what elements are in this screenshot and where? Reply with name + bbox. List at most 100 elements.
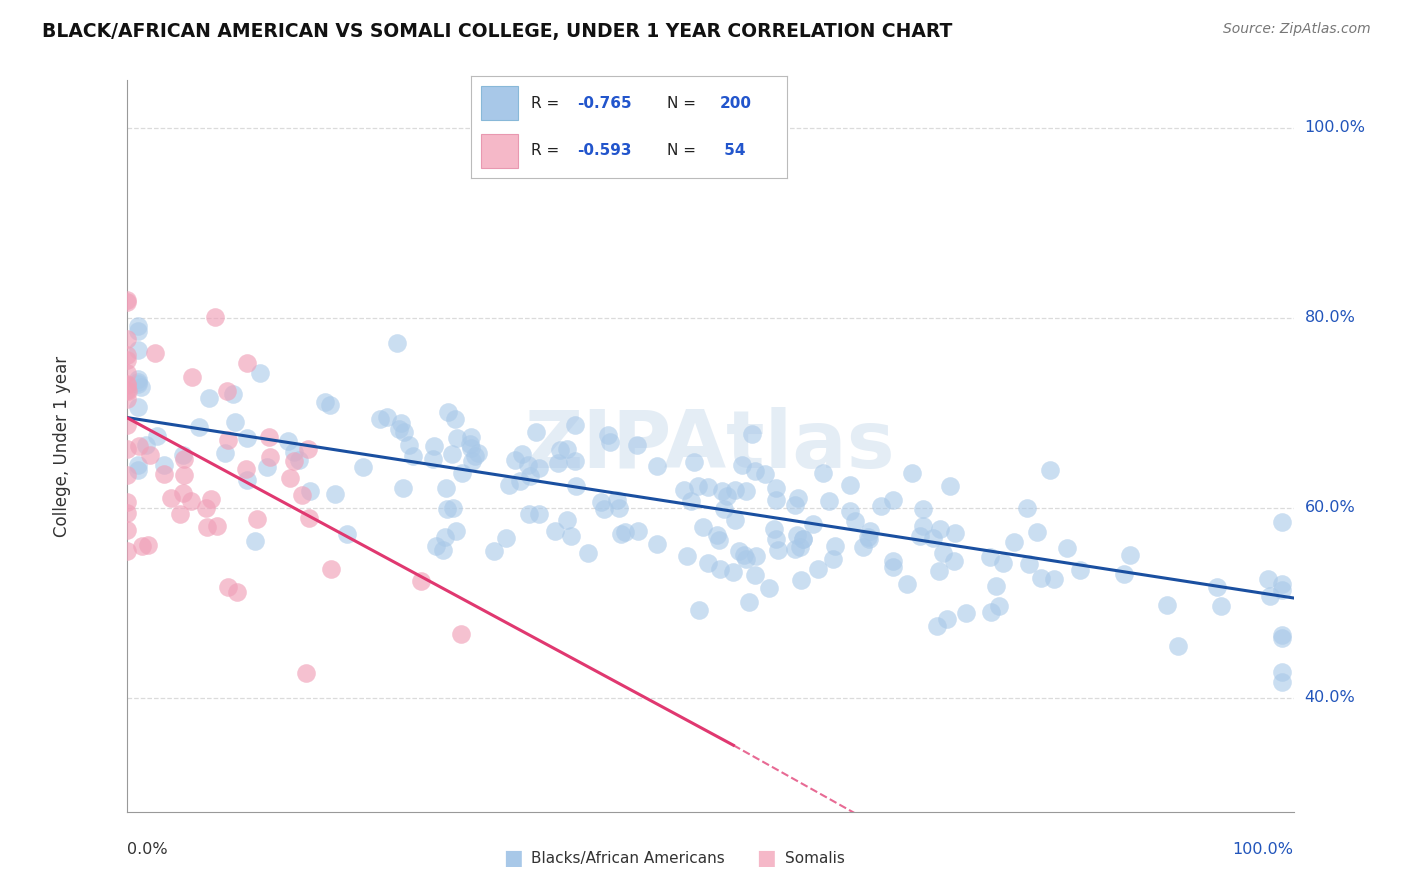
- Point: [610, 526, 633, 541]
- Point: [509, 475, 531, 489]
- Point: [811, 467, 834, 481]
- Text: 200: 200: [720, 95, 751, 111]
- Point: [1026, 524, 1049, 539]
- Point: [115, 377, 138, 392]
- Point: [169, 508, 191, 522]
- Point: [222, 387, 245, 401]
- Point: [688, 479, 710, 493]
- Point: [928, 564, 950, 578]
- Point: [790, 573, 813, 587]
- Point: [172, 485, 194, 500]
- Point: [283, 454, 305, 468]
- Point: [626, 438, 648, 452]
- Point: [437, 404, 460, 418]
- Point: [115, 295, 138, 310]
- Point: [560, 529, 582, 543]
- Point: [527, 460, 550, 475]
- Point: [173, 452, 195, 467]
- Point: [606, 492, 628, 507]
- Point: [598, 428, 620, 442]
- Point: [136, 538, 159, 552]
- Point: [398, 438, 420, 452]
- Point: [524, 425, 547, 439]
- Point: [1029, 571, 1052, 585]
- Point: [117, 384, 139, 398]
- Point: [901, 467, 924, 481]
- Text: 80.0%: 80.0%: [1305, 310, 1355, 326]
- Point: [423, 439, 446, 453]
- Point: [319, 399, 342, 413]
- Point: [744, 568, 766, 582]
- Point: [297, 511, 319, 525]
- Point: [882, 554, 904, 568]
- Point: [555, 513, 578, 527]
- Point: [160, 491, 183, 505]
- Point: [217, 434, 239, 448]
- Point: [127, 375, 149, 389]
- Point: [735, 483, 758, 498]
- Point: [838, 477, 860, 491]
- Point: [1156, 598, 1178, 612]
- Point: [283, 444, 305, 458]
- Point: [692, 520, 714, 534]
- Point: [1015, 500, 1038, 515]
- Point: [1039, 462, 1062, 476]
- Point: [214, 446, 236, 460]
- Point: [115, 506, 138, 520]
- Text: -0.593: -0.593: [576, 144, 631, 158]
- Point: [710, 484, 733, 499]
- Point: [127, 343, 149, 357]
- Text: 0.0%: 0.0%: [127, 842, 167, 857]
- Point: [127, 400, 149, 414]
- Point: [786, 528, 808, 542]
- Point: [432, 542, 454, 557]
- Point: [696, 556, 718, 570]
- Point: [839, 504, 862, 518]
- Point: [688, 603, 710, 617]
- Point: [115, 348, 138, 362]
- Point: [458, 437, 481, 451]
- Point: [277, 434, 299, 448]
- Point: [765, 492, 787, 507]
- Point: [1257, 572, 1279, 586]
- Point: [195, 520, 218, 534]
- Point: [115, 392, 138, 406]
- Point: [460, 430, 482, 444]
- Point: [607, 500, 630, 515]
- Point: [555, 442, 578, 457]
- Point: [979, 549, 1001, 564]
- Point: [217, 384, 239, 398]
- Point: [547, 456, 569, 470]
- Point: [564, 454, 586, 468]
- Point: [464, 449, 486, 463]
- Point: [259, 450, 281, 464]
- Point: [844, 514, 866, 528]
- Point: [1056, 541, 1078, 555]
- Point: [911, 519, 934, 533]
- Point: [929, 522, 952, 536]
- Point: [792, 533, 814, 547]
- Point: [896, 577, 918, 591]
- Point: [153, 467, 176, 481]
- Point: [1018, 558, 1040, 572]
- Point: [527, 508, 550, 522]
- Text: College, Under 1 year: College, Under 1 year: [53, 355, 72, 537]
- Point: [859, 524, 882, 539]
- Point: [576, 546, 599, 560]
- Point: [856, 530, 879, 544]
- Point: [434, 530, 457, 544]
- Point: [392, 425, 415, 440]
- Point: [672, 483, 695, 498]
- Point: [115, 353, 138, 368]
- Point: [807, 562, 830, 576]
- Point: [681, 494, 703, 508]
- Point: [1271, 675, 1294, 690]
- Point: [235, 356, 257, 370]
- Point: [207, 518, 229, 533]
- Point: [801, 516, 824, 531]
- Point: [503, 453, 526, 467]
- Point: [291, 487, 314, 501]
- Point: [927, 618, 949, 632]
- Point: [441, 501, 464, 516]
- Point: [824, 539, 846, 553]
